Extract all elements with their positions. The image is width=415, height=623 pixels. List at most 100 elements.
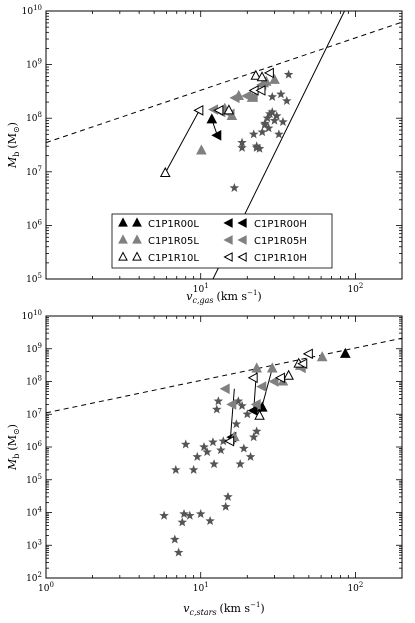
bottom-x-tick-label: 101 xyxy=(193,581,209,594)
bottom-c1p1r05h-point xyxy=(219,383,230,395)
top-c1p1r10h-point xyxy=(193,105,204,116)
bottom-star-point xyxy=(202,447,212,457)
top-c1p1r10l-point xyxy=(223,104,235,115)
bottom-c1p1r10h-point xyxy=(247,372,258,384)
legend-marker-c1p1r10l xyxy=(118,251,128,261)
bottom-c1p1r10l-point xyxy=(254,409,265,420)
bottom-star-point xyxy=(170,534,180,544)
bottom-c1p1r00h-point xyxy=(247,405,258,416)
legend-label-c1p1r10h: C1P1R10H xyxy=(254,253,307,264)
top-star-point xyxy=(262,113,273,123)
top-y-tick-label: 109 xyxy=(26,58,42,71)
top-y-tick-label: 105 xyxy=(26,272,42,285)
top-c1p1r00h-point xyxy=(211,129,222,141)
legend-marker-c1p1r10l xyxy=(132,251,142,261)
bottom-star-point xyxy=(220,501,231,511)
top-star-point xyxy=(278,116,288,127)
bottom-y-tick-label: 109 xyxy=(26,342,42,355)
top-y-axis-label: Mb(M⊙) xyxy=(6,122,21,169)
bottom-c1p1r05l-point xyxy=(251,362,263,373)
legend-label-c1p1r10l: C1P1R10L xyxy=(148,253,199,264)
top-legend-box xyxy=(111,213,333,269)
top-y-tick-label: 108 xyxy=(26,111,42,124)
top-star-point xyxy=(237,142,247,152)
bottom-star-point xyxy=(212,404,222,414)
bottom-star-point xyxy=(245,451,256,461)
top-c1p1r10l-point xyxy=(159,166,171,177)
top-c1p1r05l-point xyxy=(269,73,280,84)
bottom-star-point xyxy=(199,442,209,452)
top-c1p1r10h-point xyxy=(255,85,266,96)
bottom-star-point xyxy=(218,436,229,446)
top-c1p1r05h-point xyxy=(247,91,258,103)
bottom-y-tick-label: 105 xyxy=(26,473,42,486)
bottom-star-point xyxy=(180,439,191,449)
bottom-y-tick-label: 104 xyxy=(26,506,42,519)
top-star-point xyxy=(257,127,268,137)
bottom-star-point xyxy=(209,459,219,469)
bottom-data-marks xyxy=(159,347,351,557)
bottom-panel: 100 101 102 102 103 104 105 106 107 108 109 1010 vc… xyxy=(6,309,403,617)
bottom-x-tick-label: 100 xyxy=(38,581,54,594)
legend-label-c1p1r05l: C1P1R05L xyxy=(148,236,199,247)
top-y-tick-label: 106 xyxy=(26,218,42,231)
top-y-tick-label: 1010 xyxy=(22,4,42,17)
legend-marker-c1p1r05l xyxy=(118,234,128,244)
legend-marker-c1p1r05l xyxy=(132,234,142,244)
bottom-star-point xyxy=(171,464,181,474)
bottom-c1p1r05h-point xyxy=(250,399,261,410)
bottom-star-point xyxy=(188,464,199,474)
top-c1p1r00l-point xyxy=(206,113,218,124)
top-c1p1r10h-point xyxy=(263,67,274,79)
top-star-point xyxy=(265,108,275,118)
bottom-axis-ticks: 100 101 102 102 103 104 105 106 107 108 109 1010 xyxy=(22,309,403,594)
bottom-y-tick-label: 107 xyxy=(26,407,42,420)
top-star-point xyxy=(260,118,270,128)
top-data-marks xyxy=(159,67,294,192)
legend-marker-c1p1r00l xyxy=(132,217,142,227)
legend-marker-c1p1r10h xyxy=(237,252,247,262)
legend-label-c1p1r00l: C1P1R00L xyxy=(148,219,199,230)
top-star-point xyxy=(282,95,292,105)
top-star-point xyxy=(283,69,294,79)
bottom-star-point xyxy=(251,426,262,436)
bottom-c1p1r05l-point xyxy=(266,362,278,373)
bottom-c1p1r10h-point xyxy=(302,348,313,360)
bottom-c1p1r05h-point xyxy=(268,376,279,387)
top-star-point xyxy=(274,129,284,139)
bottom-star-point xyxy=(248,432,259,442)
bottom-star-point xyxy=(237,400,247,410)
bottom-star-point xyxy=(233,396,244,406)
bottom-star-point xyxy=(205,516,215,526)
top-star-point xyxy=(263,123,274,133)
bottom-connector-line xyxy=(229,388,235,442)
top-star-point xyxy=(267,91,278,101)
legend-label-c1p1r05h: C1P1R05H xyxy=(254,236,307,247)
bottom-x-tick-label: 102 xyxy=(347,581,363,594)
legend-label-c1p1r00h: C1P1R00H xyxy=(254,219,307,230)
bottom-c1p1r10l-point xyxy=(283,369,294,380)
bottom-star-point xyxy=(235,459,245,469)
bottom-c1p1r05l-point xyxy=(316,351,328,362)
bottom-star-point xyxy=(239,443,249,453)
bottom-c1p1r00l-point xyxy=(339,347,351,358)
top-x-tick-label: 102 xyxy=(347,282,363,295)
bottom-star-point xyxy=(231,419,242,429)
bottom-dashed-reference-line xyxy=(46,337,402,414)
top-c1p1r10l-point xyxy=(256,71,268,82)
top-star-point xyxy=(229,182,240,192)
bottom-plot-frame xyxy=(45,315,403,579)
bottom-y-tick-label: 106 xyxy=(26,440,42,453)
bottom-x-axis-label: vc,stars (km s−1) xyxy=(183,601,264,617)
bottom-star-point xyxy=(216,445,226,455)
top-c1p1r05h-point xyxy=(229,92,240,104)
bottom-star-point xyxy=(179,509,189,519)
top-c1p1r05l-point xyxy=(196,144,207,155)
top-star-point xyxy=(271,110,282,121)
legend-marker-c1p1r05h xyxy=(237,235,247,245)
bottom-c1p1r05h-point xyxy=(226,399,237,410)
legend-marker-c1p1r00l xyxy=(118,217,128,227)
bottom-star-point xyxy=(195,509,206,519)
top-y-tick-label: 107 xyxy=(26,165,42,178)
